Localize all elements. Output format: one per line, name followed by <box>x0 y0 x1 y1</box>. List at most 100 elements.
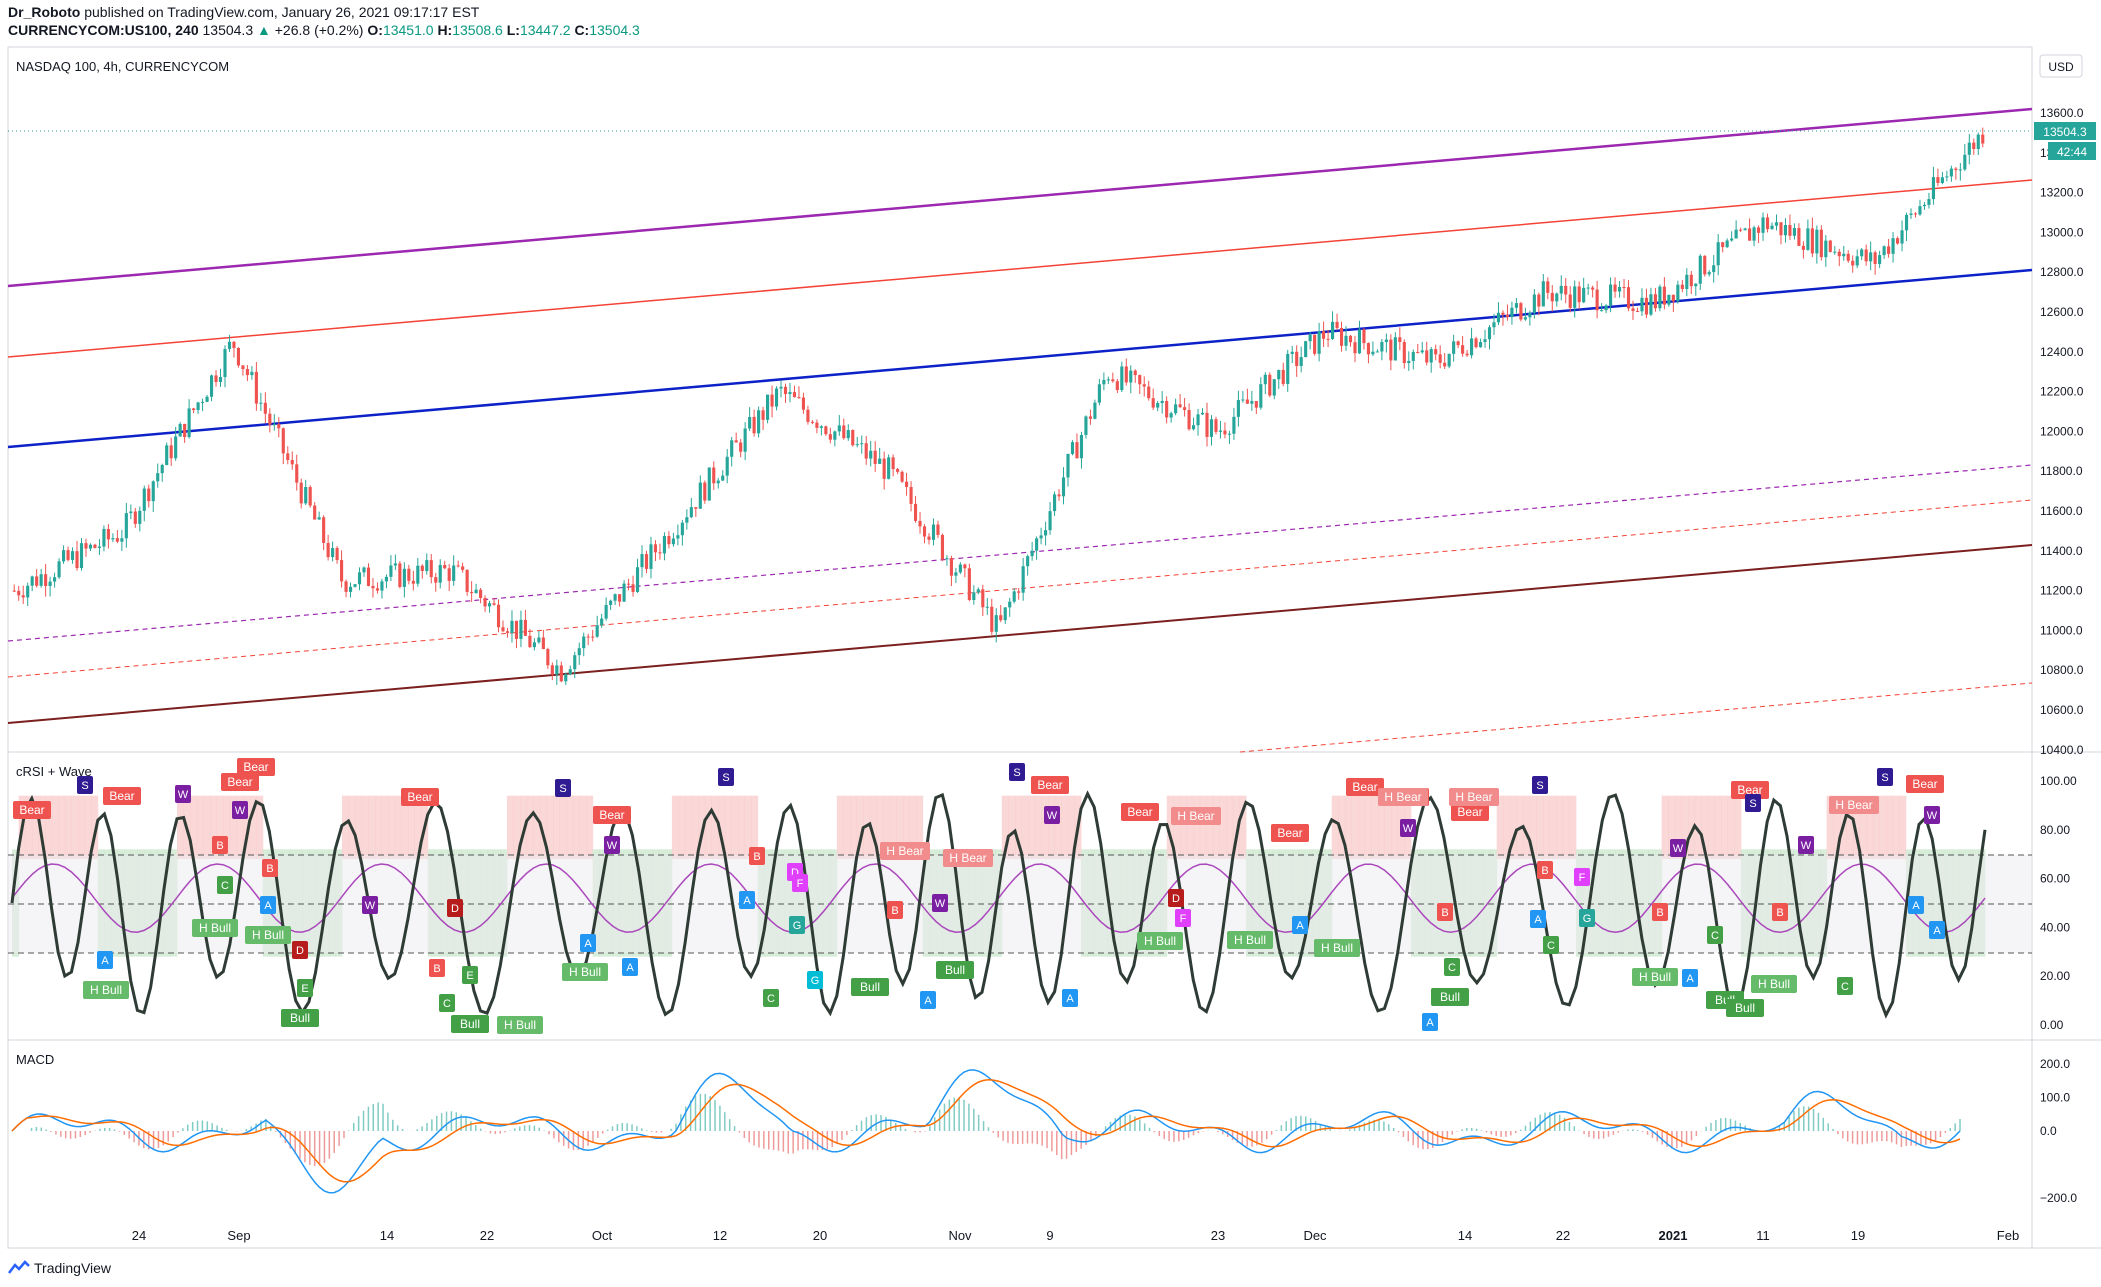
crsi-band-segment <box>1714 795 1722 860</box>
candle-body <box>1295 351 1299 366</box>
channel-red-dashed[interactable] <box>7 499 2033 678</box>
candle-body <box>75 551 79 569</box>
signal-letter-text: B <box>216 840 223 852</box>
macd-histogram[interactable] <box>12 1093 1961 1167</box>
candle-body <box>1828 240 1832 252</box>
macd-axis[interactable]: 200.0 100.0 0.0 −200.0 <box>2040 1057 2077 1205</box>
currency-button[interactable]: USD <box>2039 54 2083 78</box>
signal-letter-box <box>1772 903 1788 921</box>
candle-body <box>1232 416 1236 434</box>
crsi-band-segment <box>1688 795 1696 860</box>
time-tick-label: 12 <box>713 1228 727 1243</box>
candle-body <box>102 528 106 547</box>
macd-tick-label: 200.0 <box>2040 1057 2070 1071</box>
candle-body <box>84 543 88 549</box>
candle-body <box>1931 177 1936 200</box>
signal-letter-box <box>763 989 779 1007</box>
main-pane-title: NASDAQ 100, 4h, CURRENCYCOM <box>16 59 229 74</box>
candle-body <box>1133 370 1137 376</box>
channel-blue-line[interactable] <box>7 268 2033 449</box>
signal-letter-text: W <box>1801 840 1812 852</box>
signal-letter-text: D <box>296 945 304 957</box>
channel-lower-red-dashed[interactable] <box>1239 682 2033 753</box>
candle-body <box>685 517 689 523</box>
channel-purple-dashed[interactable] <box>7 464 2033 642</box>
signal-letter-text: B <box>266 863 273 875</box>
candle-body <box>443 564 447 569</box>
candle-body <box>618 594 622 602</box>
crsi-band-segment <box>836 795 844 860</box>
candle-body <box>1635 310 1640 312</box>
channel-bottom-line[interactable] <box>7 544 2033 724</box>
candle-body <box>622 583 626 602</box>
signal-label-box <box>1431 988 1469 1006</box>
signal-letter-text: B <box>433 963 440 975</box>
candle-body <box>1770 225 1774 230</box>
crsi-axis[interactable]: 100.00 80.00 60.00 40.00 20.00 0.00 <box>2040 774 2077 1032</box>
candle-body <box>1586 287 1590 289</box>
candle-body <box>178 423 182 437</box>
price-badge: 13504.3 42:44 <box>2034 122 2096 160</box>
signal-letter-box <box>447 899 463 917</box>
candle-body <box>1465 353 1469 356</box>
macd-pane-title: MACD <box>16 1052 54 1067</box>
candle-body <box>819 426 823 428</box>
candle-body <box>169 445 173 459</box>
candle-body <box>519 619 523 639</box>
signal-letter-text: C <box>1547 940 1555 952</box>
signal-label-box <box>1271 824 1309 842</box>
candle-body <box>1277 369 1281 380</box>
candle-body <box>1591 287 1595 290</box>
candle-body <box>1752 227 1756 241</box>
candle-body <box>1200 412 1205 415</box>
candle-body <box>30 576 34 586</box>
price-axis[interactable]: 13600.013400.013200.013000.012800.012600… <box>2040 106 2084 757</box>
crsi-signal-labels[interactable]: BearBearBearBearBearBearBearBearBearBear… <box>13 758 1945 1034</box>
crsi-band-segment <box>1833 795 1841 860</box>
candle-body <box>510 620 514 633</box>
candle-body <box>949 558 953 576</box>
crsi-band-segment <box>355 795 363 860</box>
crsi-band-segment <box>698 795 706 860</box>
crsi-band-segment <box>368 795 376 860</box>
time-axis[interactable]: 24 Sep 14 22 Oct 12 20 Nov 9 23 Dec 14 22 2021 11 19 Feb <box>132 1228 2019 1243</box>
crsi-band-segment <box>850 795 858 860</box>
candle-body <box>1918 206 1922 215</box>
candle-body <box>900 471 904 482</box>
crsi-band-segment <box>1371 795 1379 860</box>
signal-letter-box <box>1444 958 1460 976</box>
candle-body <box>241 365 245 370</box>
candle-body <box>254 371 258 404</box>
channel-top-line[interactable] <box>7 107 2033 288</box>
crsi-tick-label: 40.00 <box>2040 920 2070 934</box>
crsi-band-segment <box>341 795 350 860</box>
publisher-name[interactable]: Dr_Roboto <box>8 4 81 20</box>
candle-body <box>1187 410 1191 430</box>
candle-body <box>124 513 128 539</box>
candlestick-series[interactable] <box>12 127 1985 685</box>
candle-body <box>1761 217 1765 233</box>
crsi-band-segment <box>229 795 237 860</box>
crsi-band-segment <box>414 795 422 860</box>
signal-letter-box <box>1532 776 1548 794</box>
crsi-band-segment <box>1021 795 1029 860</box>
candle-body <box>366 567 371 586</box>
candle-body <box>743 428 747 452</box>
macd-series[interactable] <box>11 1069 1961 1194</box>
crsi-band-segment <box>203 795 211 860</box>
candle-body <box>1026 556 1030 567</box>
footer-brand[interactable]: TradingView <box>34 1260 112 1276</box>
candle-body <box>801 397 806 410</box>
signal-letter-box <box>1924 806 1940 824</box>
candle-body <box>461 566 465 570</box>
candle-body <box>779 386 783 389</box>
signal-letter-text: G <box>1583 913 1592 925</box>
channel-red-line[interactable] <box>7 179 2033 358</box>
candle-body <box>1873 252 1877 264</box>
candle-body <box>61 550 66 562</box>
candle-body <box>1694 283 1698 287</box>
crsi-band-segment <box>236 795 244 860</box>
candle-body <box>1685 274 1689 289</box>
candle-body <box>1492 322 1496 328</box>
